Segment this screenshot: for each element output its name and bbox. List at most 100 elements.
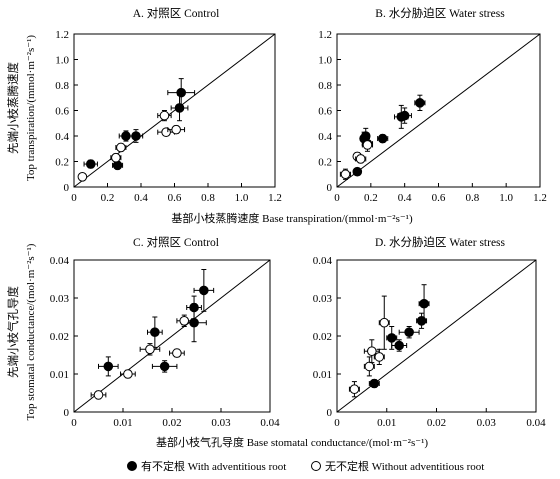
data-point-without-root — [179, 316, 190, 326]
panel-b-plot: 0 0.2 0.4 0.6 0.8 1.0 1.2 0 0.2 0.4 0.6 0.8 1.0 1.2 — [318, 29, 547, 204]
data-point-with-root — [386, 333, 397, 343]
data-point-without-root — [374, 352, 385, 362]
data-point-with-root — [150, 327, 160, 338]
data-point-with-root — [159, 361, 170, 372]
y-tick-label: 0 — [64, 182, 70, 194]
data-point-with-root — [377, 133, 388, 144]
data-point-without-root — [367, 346, 377, 357]
data-point-without-root — [362, 140, 373, 150]
top-xlabel: 基部小枝蒸腾速度 Base transpiration/(mmol·m⁻²s⁻¹… — [171, 211, 413, 225]
x-tick-label: 0 — [71, 192, 77, 204]
top-ylabel-en: Top transpiration/(mmol·m⁻²s⁻¹) — [25, 35, 37, 181]
data-point-with-root — [189, 302, 199, 313]
panel-c-reference-line — [73, 259, 271, 413]
data-point-with-root — [415, 98, 425, 108]
x-tick-label: 0.02 — [162, 417, 181, 429]
y-tick-label: 0.8 — [318, 80, 332, 92]
data-point-with-root — [112, 160, 123, 171]
top-ylabel-cn: 先端小枝蒸腾速度 — [6, 62, 20, 154]
y-tick-label: 0.2 — [55, 157, 69, 169]
legend-filled-marker — [127, 461, 137, 471]
data-point-without-root — [379, 317, 390, 328]
x-tick-label: 0.6 — [432, 192, 446, 204]
x-tick-label: 0.6 — [168, 192, 182, 204]
data-point-with-root — [394, 340, 404, 351]
x-tick-label: 0.8 — [465, 192, 479, 204]
data-point-without-root — [159, 110, 170, 121]
bottom-ylabel-cn: 先端小枝气孔导度 — [6, 286, 20, 378]
data-point-without-root — [355, 154, 366, 164]
data-point-with-root — [174, 103, 185, 113]
y-tick-label: 0.02 — [313, 331, 332, 343]
y-tick-label: 0.03 — [50, 293, 70, 305]
legend: 有不定根 With adventitious root 无不定根 Without… — [127, 459, 484, 473]
data-point-without-root — [364, 361, 375, 372]
data-point-with-root — [419, 298, 429, 309]
data-point-with-root — [103, 361, 114, 372]
y-tick-label: 0.4 — [55, 131, 69, 143]
data-point-with-root — [399, 110, 410, 121]
data-point-without-root — [171, 124, 181, 135]
data-point-with-root — [189, 317, 199, 328]
x-tick-label: 0 — [71, 417, 77, 429]
data-point-without-root — [111, 152, 121, 163]
data-point-with-root — [199, 285, 209, 296]
y-tick-label: 0.02 — [50, 331, 69, 343]
panel-a-reference-line — [73, 33, 276, 188]
panel-a-title: A. 对照区 Control — [133, 6, 220, 20]
y-tick-label: 0.04 — [50, 255, 70, 267]
data-point-without-root — [116, 142, 126, 153]
y-tick-label: 0.6 — [318, 106, 332, 118]
data-point-without-root — [93, 390, 104, 400]
bottom-ylabel-en: Top stomatal conductance/(mol·m⁻²s⁻¹) — [25, 243, 37, 420]
y-tick-label: 0.03 — [313, 293, 333, 305]
panel-d-plot: 0 0.01 0.02 0.03 0.04 0 0.01 0.02 0.03 0.04 — [313, 255, 546, 429]
x-tick-label: 0.03 — [211, 417, 231, 429]
x-tick-label: 0.4 — [134, 192, 148, 204]
y-tick-label: 0.01 — [313, 369, 332, 381]
x-tick-label: 0 — [334, 417, 340, 429]
x-tick-label: 0.2 — [364, 192, 378, 204]
x-tick-label: 0.03 — [477, 417, 497, 429]
data-point-with-root — [352, 166, 363, 177]
data-point-without-root — [145, 344, 155, 355]
y-tick-label: 0.01 — [50, 369, 69, 381]
data-point-without-root — [340, 169, 351, 180]
panel-a-plot: 0 0.2 0.4 0.6 0.8 1.0 1.2 0 0.2 0.4 0.6 0.8 1.0 1.2 — [55, 29, 282, 204]
legend-with-label: 有不定根 With adventitious root — [141, 459, 286, 473]
y-tick-label: 0.4 — [318, 131, 332, 143]
panel-d-reference-line — [336, 259, 537, 413]
data-point-without-root — [349, 384, 360, 395]
data-point-with-root — [131, 131, 141, 141]
panel-b-title: B. 水分胁迫区 Water stress — [375, 6, 505, 20]
data-point-without-root — [77, 172, 88, 182]
x-tick-label: 1.0 — [499, 192, 513, 204]
y-tick-label: 0 — [64, 407, 70, 419]
legend-open-marker — [311, 461, 321, 471]
y-tick-label: 0.2 — [318, 157, 332, 169]
x-tick-label: 0.8 — [201, 192, 215, 204]
x-tick-label: 0.2 — [101, 192, 115, 204]
data-point-with-root — [369, 378, 380, 389]
legend-without-label: 无不定根 Without adventitious root — [325, 459, 484, 473]
data-point-with-root — [85, 159, 96, 169]
data-point-with-root — [404, 327, 414, 338]
data-point-with-root — [176, 87, 186, 98]
y-tick-label: 1.0 — [55, 55, 69, 67]
y-tick-label: 0 — [327, 182, 333, 194]
panel-b-reference-line — [336, 33, 541, 188]
x-tick-label: 0 — [334, 192, 340, 204]
y-tick-label: 0 — [327, 407, 333, 419]
x-tick-label: 0.4 — [398, 192, 412, 204]
data-point-without-root — [123, 369, 133, 379]
x-tick-label: 0.04 — [526, 417, 546, 429]
y-tick-label: 1.2 — [318, 29, 332, 41]
y-tick-label: 0.04 — [313, 255, 333, 267]
x-tick-label: 0.01 — [377, 417, 396, 429]
x-tick-label: 0.01 — [113, 417, 132, 429]
y-tick-label: 0.6 — [55, 106, 69, 118]
y-tick-label: 0.8 — [55, 80, 69, 92]
panel-d-title: D. 水分胁迫区 Water stress — [375, 235, 506, 249]
data-point-with-root — [416, 316, 427, 326]
